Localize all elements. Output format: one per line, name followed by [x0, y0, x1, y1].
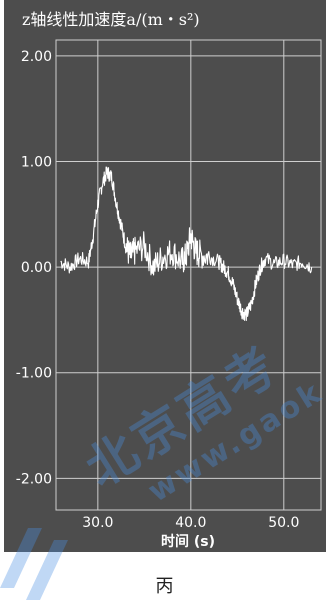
- series-group: [60, 166, 313, 322]
- x-axis-label: 时间 (s): [161, 533, 215, 550]
- y-tick-label: 1.00: [21, 154, 52, 170]
- y-tick-label: -2.00: [16, 471, 52, 487]
- y-tick-label: -1.00: [16, 366, 52, 382]
- y-tick-label: 2.00: [21, 49, 52, 65]
- x-tick-label: 30.0: [82, 515, 113, 531]
- chart-title: z轴线性加速度a/(m・s²): [22, 10, 200, 29]
- x-tick-label: 50.0: [268, 515, 299, 531]
- y-tick-label: 0.00: [21, 260, 52, 276]
- chart-background: [4, 0, 326, 552]
- y-tick-labels: 2.00 1.00 0.00 -1.00 -2.00: [16, 49, 52, 487]
- figure-caption: 丙: [155, 576, 174, 597]
- x-tick-label: 40.0: [175, 515, 206, 531]
- grid: [56, 40, 321, 510]
- series-line: [60, 166, 313, 322]
- x-tick-labels: 30.0 40.0 50.0: [82, 515, 299, 531]
- plot-frame: [55, 39, 322, 511]
